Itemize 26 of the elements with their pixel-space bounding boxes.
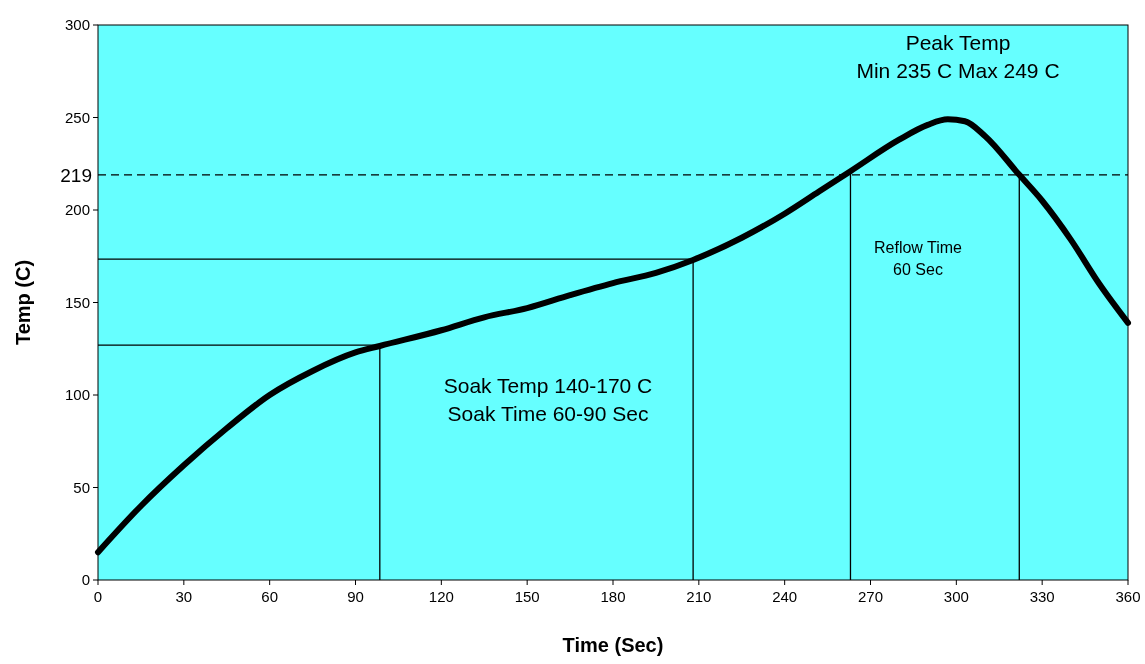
annotation: Peak Temp Min 235 C Max 249 C — [856, 31, 1060, 83]
x-tick-label: 300 — [943, 588, 969, 605]
y-tick-label: 0 — [81, 571, 90, 589]
x-tick-label: 120 — [428, 588, 454, 605]
x-tick-label: 150 — [514, 588, 540, 605]
x-tick-label: 270 — [857, 588, 884, 605]
ref-line-label: 219 — [60, 164, 92, 186]
y-tick-label: 300 — [64, 16, 90, 34]
x-tick-label: 210 — [686, 588, 712, 605]
y-tick-label: 250 — [64, 108, 90, 126]
x-tick-label: 240 — [772, 588, 798, 605]
x-tick-label: 90 — [347, 588, 364, 605]
x-tick-label: 60 — [261, 588, 279, 605]
x-tick-label: 330 — [1029, 588, 1055, 605]
x-tick-label: 30 — [175, 588, 193, 605]
y-tick-label: 100 — [64, 386, 90, 404]
x-tick-label: 360 — [1115, 588, 1141, 605]
x-axis-title: Time (Sec) — [562, 634, 664, 656]
x-tick-label: 180 — [600, 588, 626, 605]
y-axis-title: Temp (C) — [12, 259, 34, 346]
annotation: Soak Temp 140-170 C Soak Time 60-90 Sec — [443, 374, 653, 426]
annotation: Reflow Time 60 Sec — [873, 239, 963, 278]
y-tick-label: 150 — [64, 293, 90, 311]
x-tick-label: 0 — [93, 588, 103, 605]
y-tick-label: 200 — [64, 201, 90, 219]
y-tick-label: 50 — [73, 478, 90, 496]
